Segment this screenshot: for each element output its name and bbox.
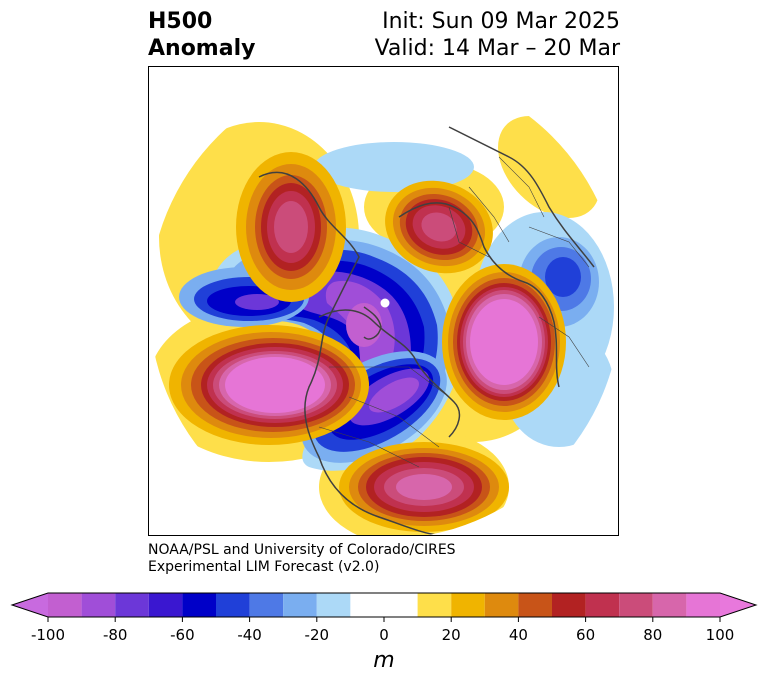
colorbar-tick-label: 80 [643, 626, 663, 644]
coastlines [258, 86, 600, 535]
colorbar-bin [451, 593, 485, 617]
colorbar-bin [518, 593, 552, 617]
colorbar-bin [81, 593, 116, 617]
positive-anomaly-southeast-us [339, 442, 509, 532]
colorbar-extend-low [12, 593, 48, 617]
colorbar-ticks: -100 -80 -60 -40 -20 0 20 40 60 80 100 [0, 626, 768, 648]
colorbar-bin [283, 593, 317, 617]
colorbar-bin [686, 593, 720, 617]
colorbar-tick-label: 0 [379, 626, 389, 644]
title-init-date: Init: Sun 09 Mar 2025 [382, 9, 620, 34]
credit-line-1: NOAA/PSL and University of Colorado/CIRE… [148, 542, 456, 558]
colorbar-bin [652, 593, 687, 617]
colorbar-tick-label: 60 [576, 626, 596, 644]
colorbar-bin [182, 593, 216, 617]
colorbar-tick-label: -20 [304, 626, 330, 644]
colorbar-tick-label: 100 [705, 626, 735, 644]
colorbar-bin [619, 593, 653, 617]
title-valid-range: Valid: 14 Mar – 20 Mar [374, 36, 620, 61]
title-field: Anomaly [148, 36, 256, 61]
positive-anomaly-europe [385, 180, 493, 274]
map-panel [148, 66, 619, 536]
positive-anomaly-pacific [169, 325, 369, 445]
colorbar-bin [585, 593, 620, 617]
chart-title-right: Init: Sun 09 Mar 2025 Valid: 14 Mar – 20… [375, 8, 620, 62]
anomaly-map [149, 86, 614, 535]
colorbar-bin [484, 593, 519, 617]
colorbar-bin [316, 593, 351, 617]
colorbar-tick-label: -100 [30, 626, 66, 644]
north-pole-marker [380, 298, 390, 308]
anomaly-halo-atlantic [314, 142, 474, 192]
chart-title-left: H500 Anomaly [148, 8, 255, 62]
political-borders [318, 156, 590, 468]
colorbar-bin [552, 593, 586, 617]
colorbar-tick-label: 40 [508, 626, 528, 644]
colorbar [10, 592, 758, 622]
colorbar-tick-label: -60 [170, 626, 195, 644]
colorbar-bin [216, 593, 250, 617]
title-variable: H500 [148, 9, 213, 34]
colorbar-bin [115, 593, 149, 617]
colorbar-bin [249, 593, 284, 617]
colorbar-tick-label: 20 [441, 626, 461, 644]
credit-text: NOAA/PSL and University of Colorado/CIRE… [148, 542, 456, 576]
colorbar-extend-high [720, 593, 756, 617]
colorbar-bin [417, 593, 452, 617]
colorbar-bin [350, 593, 418, 617]
colorbar-units: m [373, 648, 395, 673]
positive-anomaly-canada [236, 152, 346, 302]
colorbar-tick-label: -80 [102, 626, 128, 644]
positive-anomaly-siberia [442, 264, 566, 420]
colorbar-tick-label: -40 [237, 626, 262, 644]
colorbar-bin [148, 593, 183, 617]
colorbar-bin [48, 593, 82, 617]
credit-line-2: Experimental LIM Forecast (v2.0) [148, 559, 380, 575]
